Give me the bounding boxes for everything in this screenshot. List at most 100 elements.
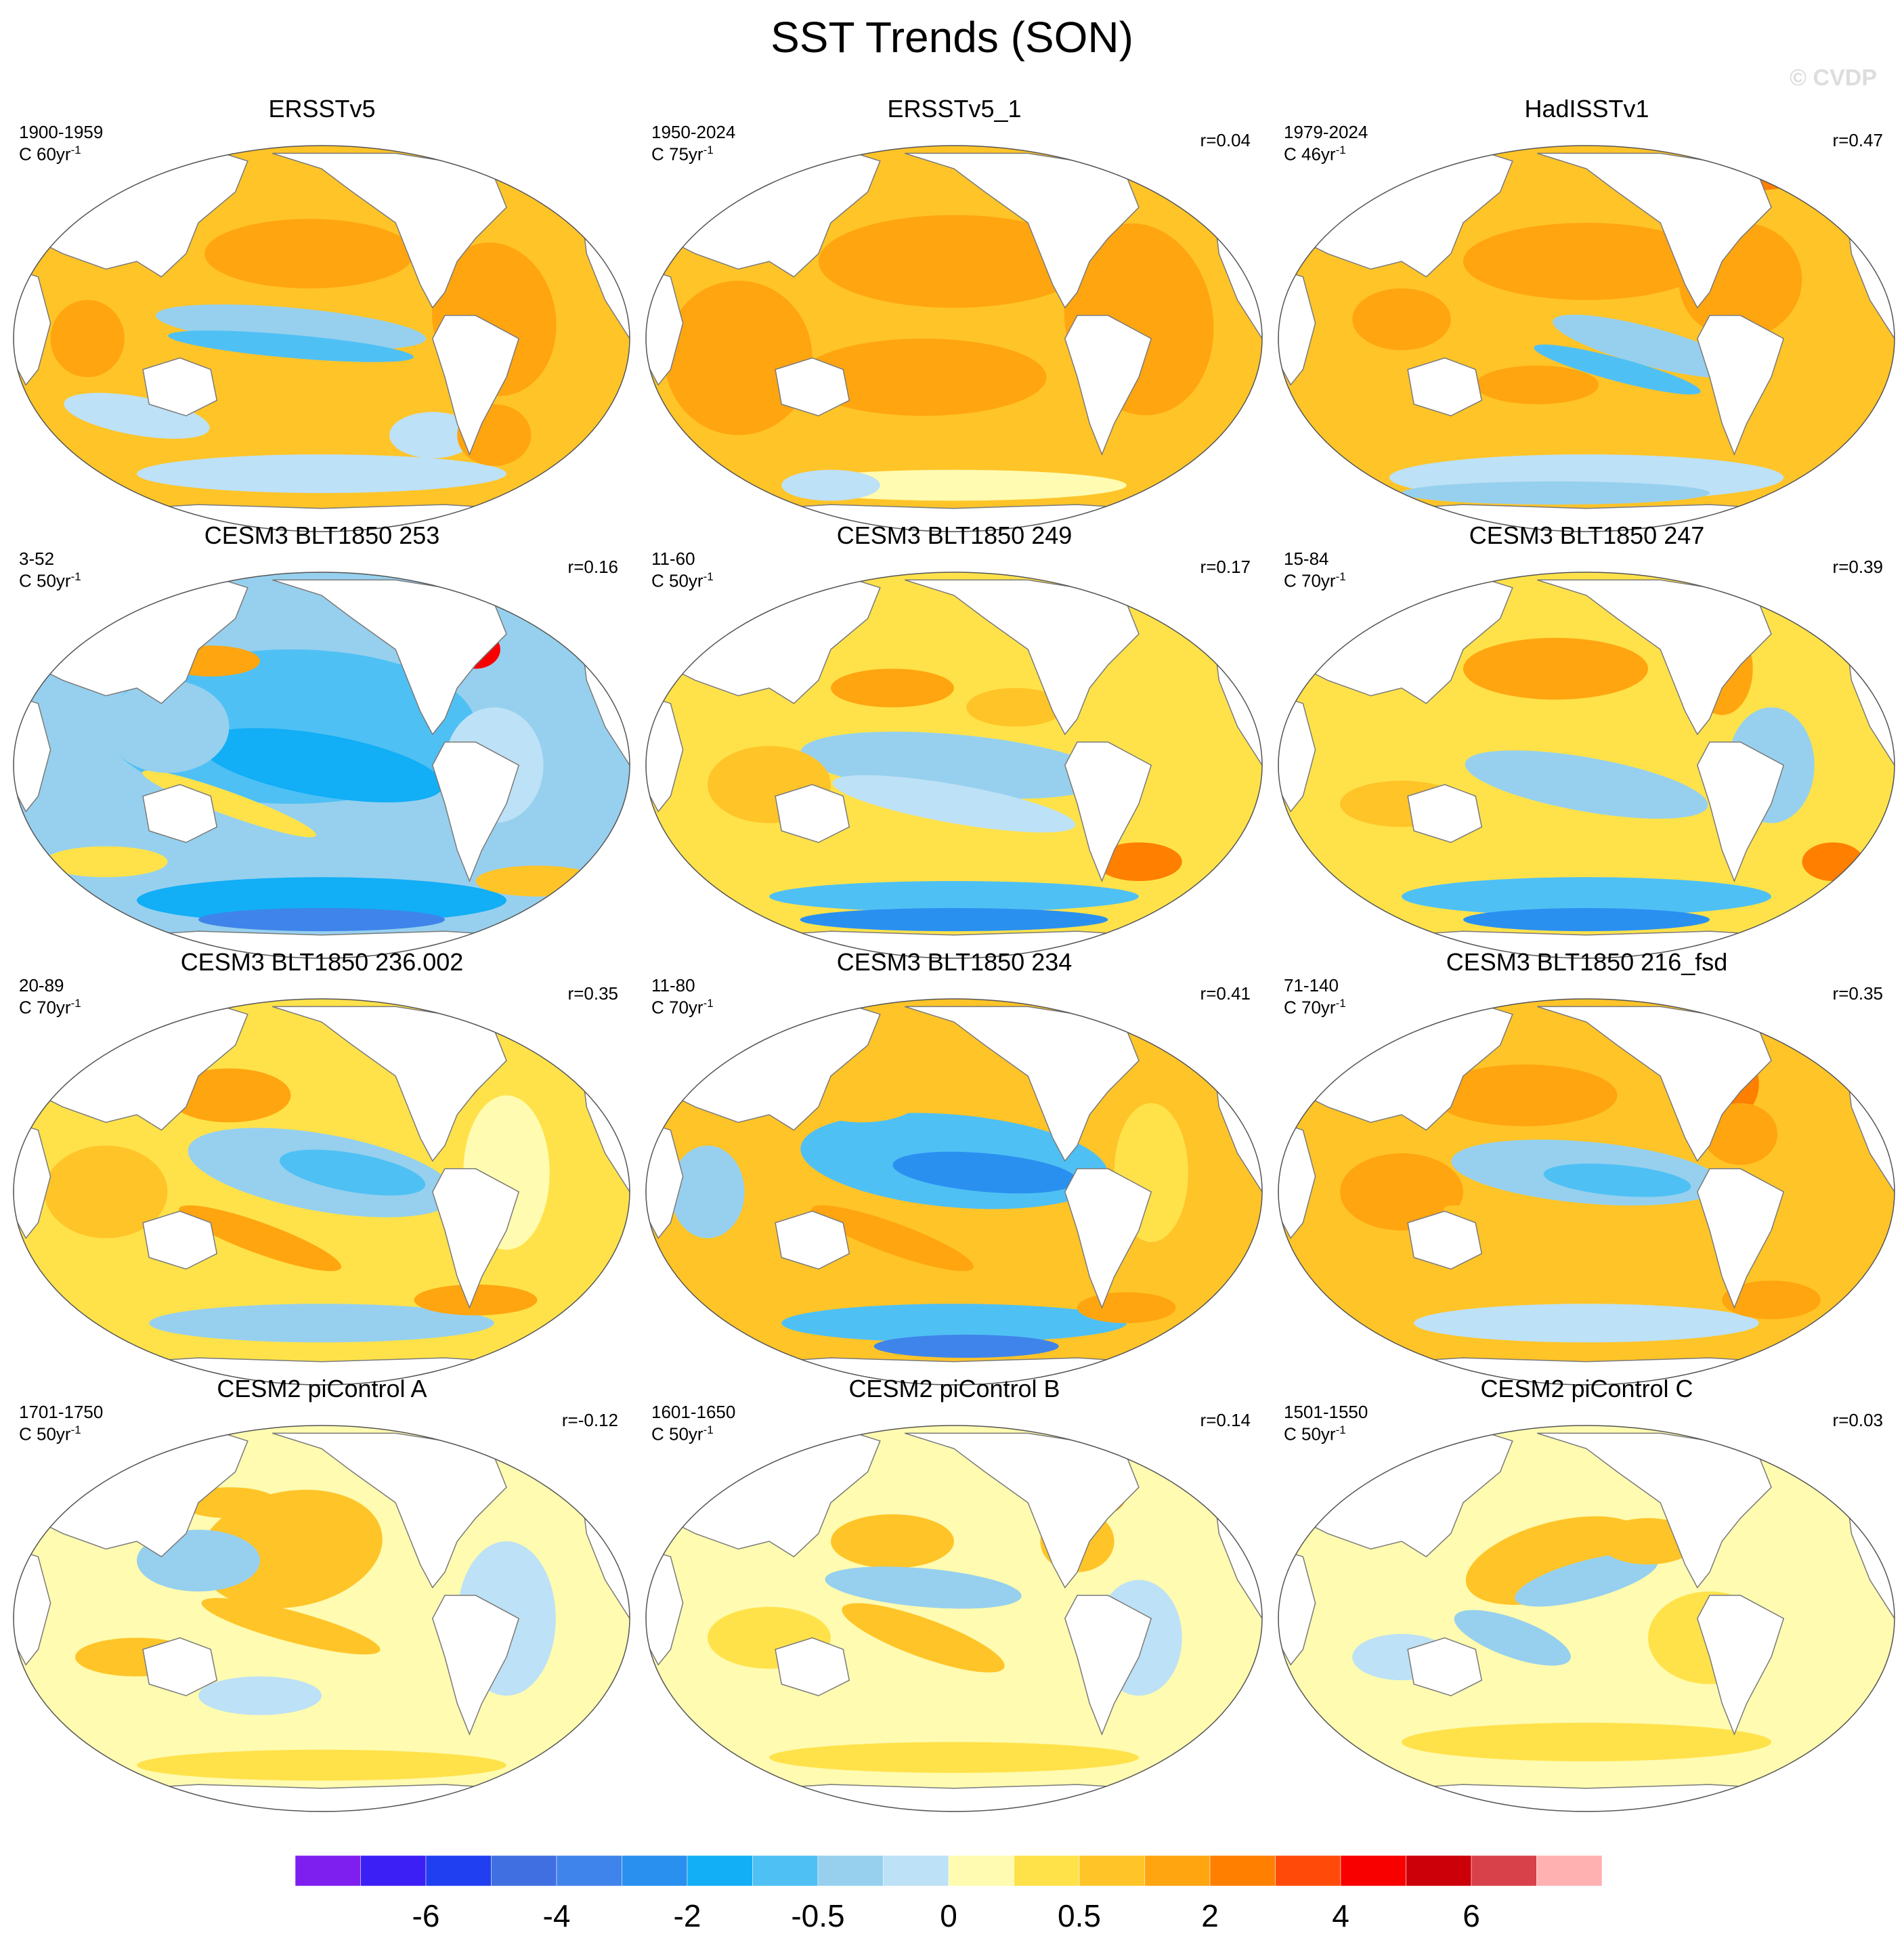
sst-trend-map bbox=[645, 1425, 1263, 1812]
sst-trend-map bbox=[1278, 998, 1895, 1386]
panel-units-prefix: C 70yr bbox=[651, 997, 704, 1018]
colorbar-swatch bbox=[556, 1856, 622, 1887]
panel-units-exponent: -1 bbox=[703, 144, 714, 156]
sst-trend-map bbox=[645, 572, 1263, 959]
colorbar-swatch bbox=[360, 1856, 427, 1887]
panel-title: ERSSTv5 bbox=[268, 95, 376, 123]
panel-period: 1979-2024 bbox=[1284, 122, 1368, 142]
colorbar-tick-label: -2 bbox=[674, 1898, 701, 1933]
map-panel: CESM2 piControl C 1501-1550 C 50yr-1 r=0.03 bbox=[1270, 1375, 1903, 1812]
panel-units: C 70yr-1 bbox=[651, 997, 714, 1019]
sst-trend-map bbox=[1278, 145, 1895, 532]
panel-correlation: r=0.35 bbox=[567, 983, 618, 1004]
panel-period: 15-84 bbox=[1284, 549, 1329, 569]
panel-units-prefix: C 70yr bbox=[1284, 997, 1336, 1018]
panel-units-exponent: -1 bbox=[1335, 997, 1346, 1010]
panel-units-exponent: -1 bbox=[70, 144, 81, 156]
panel-correlation: r=0.16 bbox=[567, 557, 618, 577]
map-panel: CESM3 BLT1850 216_fsd 71-140 C 70yr-1 r=0.3… bbox=[1270, 948, 1903, 1386]
panel-units: C 50yr-1 bbox=[19, 1423, 81, 1445]
panel-units-prefix: C 70yr bbox=[19, 997, 71, 1018]
panel-title: CESM3 BLT1850 249 bbox=[836, 521, 1073, 549]
panel-units-exponent: -1 bbox=[1335, 1423, 1346, 1436]
map-panel: ERSSTv5_1 1950-2024 C 75yr-1 r=0.04 bbox=[638, 95, 1271, 532]
panel-units-exponent: -1 bbox=[1335, 570, 1346, 583]
panel-correlation: r=0.41 bbox=[1200, 983, 1251, 1004]
panel-title: CESM3 BLT1850 253 bbox=[204, 521, 440, 549]
colorbar-swatch bbox=[1536, 1856, 1603, 1887]
panel-units-exponent: -1 bbox=[1335, 144, 1346, 156]
panel-period: 11-80 bbox=[651, 975, 695, 995]
panel-units: C 60yr-1 bbox=[19, 144, 81, 165]
panel-units-prefix: C 46yr bbox=[1284, 144, 1336, 165]
panel-units: C 75yr-1 bbox=[651, 144, 714, 165]
panel-units-prefix: C 50yr bbox=[651, 570, 704, 591]
map-panel: CESM3 BLT1850 253 3-52 C 50yr-1 r=0.16 bbox=[5, 521, 639, 959]
colorbar-swatch bbox=[295, 1856, 361, 1887]
map-panel: CESM3 BLT1850 249 11-60 C 50yr-1 r=0.17 bbox=[638, 521, 1271, 959]
map-panel: CESM2 piControl A 1701-1750 C 50yr-1 r=-0.1… bbox=[5, 1375, 639, 1812]
panel-units-exponent: -1 bbox=[70, 1423, 81, 1436]
panel-units: C 70yr-1 bbox=[1284, 997, 1346, 1019]
panel-correlation: r=0.35 bbox=[1832, 983, 1883, 1004]
panel-period: 1701-1750 bbox=[19, 1402, 104, 1422]
panel-correlation: r=0.39 bbox=[1832, 557, 1883, 577]
panel-units: C 50yr-1 bbox=[651, 1423, 714, 1445]
panel-units-prefix: C 60yr bbox=[19, 144, 71, 165]
panel-title: CESM3 BLT1850 216_fsd bbox=[1446, 948, 1728, 976]
panel-period: 1501-1550 bbox=[1284, 1402, 1368, 1422]
colorbar-swatch bbox=[1014, 1856, 1080, 1887]
colorbar-tick-label: -4 bbox=[543, 1898, 571, 1933]
map-panel: CESM3 BLT1850 247 15-84 C 70yr-1 r=0.39 bbox=[1270, 521, 1903, 959]
panel-title: CESM3 BLT1850 247 bbox=[1469, 521, 1705, 549]
panel-title: ERSSTv5_1 bbox=[887, 95, 1022, 123]
panel-period: 3-52 bbox=[19, 549, 55, 569]
panel-title: HadISSTv1 bbox=[1524, 95, 1649, 123]
panel-correlation: r=-0.12 bbox=[561, 1410, 618, 1430]
panel-period: 71-140 bbox=[1284, 975, 1339, 995]
panel-units-exponent: -1 bbox=[70, 570, 81, 583]
panel-correlation: r=0.14 bbox=[1200, 1410, 1251, 1430]
colorbar-swatch bbox=[1275, 1856, 1341, 1887]
panel-period: 20-89 bbox=[19, 975, 64, 995]
panel-units-prefix: C 75yr bbox=[651, 144, 704, 165]
panel-units-prefix: C 70yr bbox=[1284, 570, 1336, 591]
map-panel: CESM3 BLT1850 234 11-80 C 70yr-1 r=0.41 bbox=[638, 948, 1271, 1386]
colorbar-swatch bbox=[752, 1856, 819, 1887]
panel-units-exponent: -1 bbox=[703, 570, 714, 583]
panel-period: 1950-2024 bbox=[651, 122, 736, 142]
colorbar-swatch bbox=[1471, 1856, 1537, 1887]
panel-title: CESM3 BLT1850 236.002 bbox=[180, 948, 464, 976]
map-panel: ERSSTv5 1900-1959 C 60yr-1 bbox=[5, 95, 639, 532]
map-panel: HadISSTv1 1979-2024 C 46yr-1 r=0.47 bbox=[1270, 95, 1903, 532]
colorbar-swatch bbox=[1209, 1856, 1276, 1887]
sst-trend-map bbox=[13, 572, 630, 959]
sst-trend-map bbox=[13, 998, 630, 1386]
panel-units-prefix: C 50yr bbox=[1284, 1423, 1336, 1444]
panel-correlation: r=0.03 bbox=[1832, 1410, 1883, 1430]
colorbar-swatch bbox=[948, 1856, 1014, 1887]
figure-title: SST Trends (SON) bbox=[771, 13, 1133, 62]
panel-units: C 50yr-1 bbox=[19, 570, 81, 592]
panel-units-prefix: C 50yr bbox=[19, 570, 71, 591]
colorbar-swatch bbox=[1079, 1856, 1145, 1887]
colorbar-tick-label: 0.5 bbox=[1058, 1898, 1101, 1933]
watermark: © CVDP bbox=[1790, 65, 1877, 91]
panel-units: C 70yr-1 bbox=[1284, 570, 1346, 592]
map-panel: CESM2 piControl B 1601-1650 C 50yr-1 r=0.14 bbox=[638, 1375, 1271, 1812]
colorbar-swatch bbox=[1144, 1856, 1211, 1887]
sst-trend-map bbox=[13, 145, 630, 532]
panel-period: 1900-1959 bbox=[19, 122, 104, 142]
colorbar-tick-label: 6 bbox=[1463, 1898, 1480, 1933]
colorbar-tick-label: -0.5 bbox=[791, 1898, 844, 1933]
colorbar-swatch bbox=[883, 1856, 949, 1887]
panel-units: C 46yr-1 bbox=[1284, 144, 1346, 165]
colorbar-tick-label: 2 bbox=[1201, 1898, 1219, 1933]
panel-title: CESM2 piControl C bbox=[1480, 1375, 1693, 1402]
panel-units: C 50yr-1 bbox=[1284, 1423, 1346, 1445]
sst-trend-map bbox=[13, 1425, 630, 1812]
panel-units-prefix: C 50yr bbox=[19, 1423, 71, 1444]
colorbar-swatch bbox=[425, 1856, 492, 1887]
sst-trend-map bbox=[1278, 572, 1895, 959]
panel-title: CESM2 piControl A bbox=[217, 1375, 427, 1402]
